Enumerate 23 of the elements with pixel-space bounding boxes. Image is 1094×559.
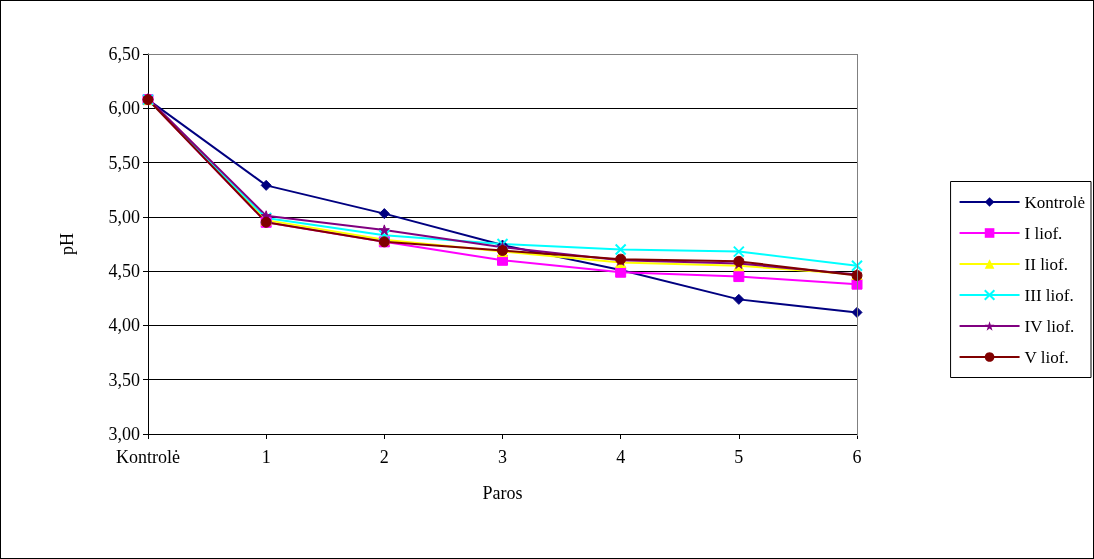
x-tick-label: 6 [852, 447, 862, 467]
x-tick-label: 2 [379, 447, 389, 467]
legend-label: I liof. [1024, 223, 1063, 243]
y-tick-label: 3,50 [108, 369, 140, 390]
x-tick-label: 1 [261, 447, 271, 467]
legend-label: III liof. [1024, 285, 1074, 305]
legend-label: II liof. [1024, 254, 1069, 274]
y-tick-label: 6,50 [108, 44, 140, 64]
x-tick-label: Kontrolė [116, 447, 180, 467]
y-tick-label: 3,00 [108, 424, 140, 444]
y-tick-label: 5,00 [108, 206, 140, 227]
legend-label: IV liof. [1024, 316, 1075, 336]
x-tick-label: 5 [734, 447, 744, 467]
y-tick-label: 4,00 [108, 315, 140, 336]
y-tick-label: 5,50 [108, 152, 140, 173]
y-tick-label: 6,00 [108, 98, 140, 119]
legend-label: Kontrolė [1024, 192, 1086, 212]
x-tick-label: 3 [498, 447, 507, 467]
x-tick-label: 4 [616, 447, 626, 467]
legend-label: V liof. [1024, 347, 1069, 367]
y-axis-title: pH [57, 233, 77, 255]
y-tick-label: 4,50 [108, 261, 140, 282]
x-axis-title: Paros [482, 483, 523, 503]
